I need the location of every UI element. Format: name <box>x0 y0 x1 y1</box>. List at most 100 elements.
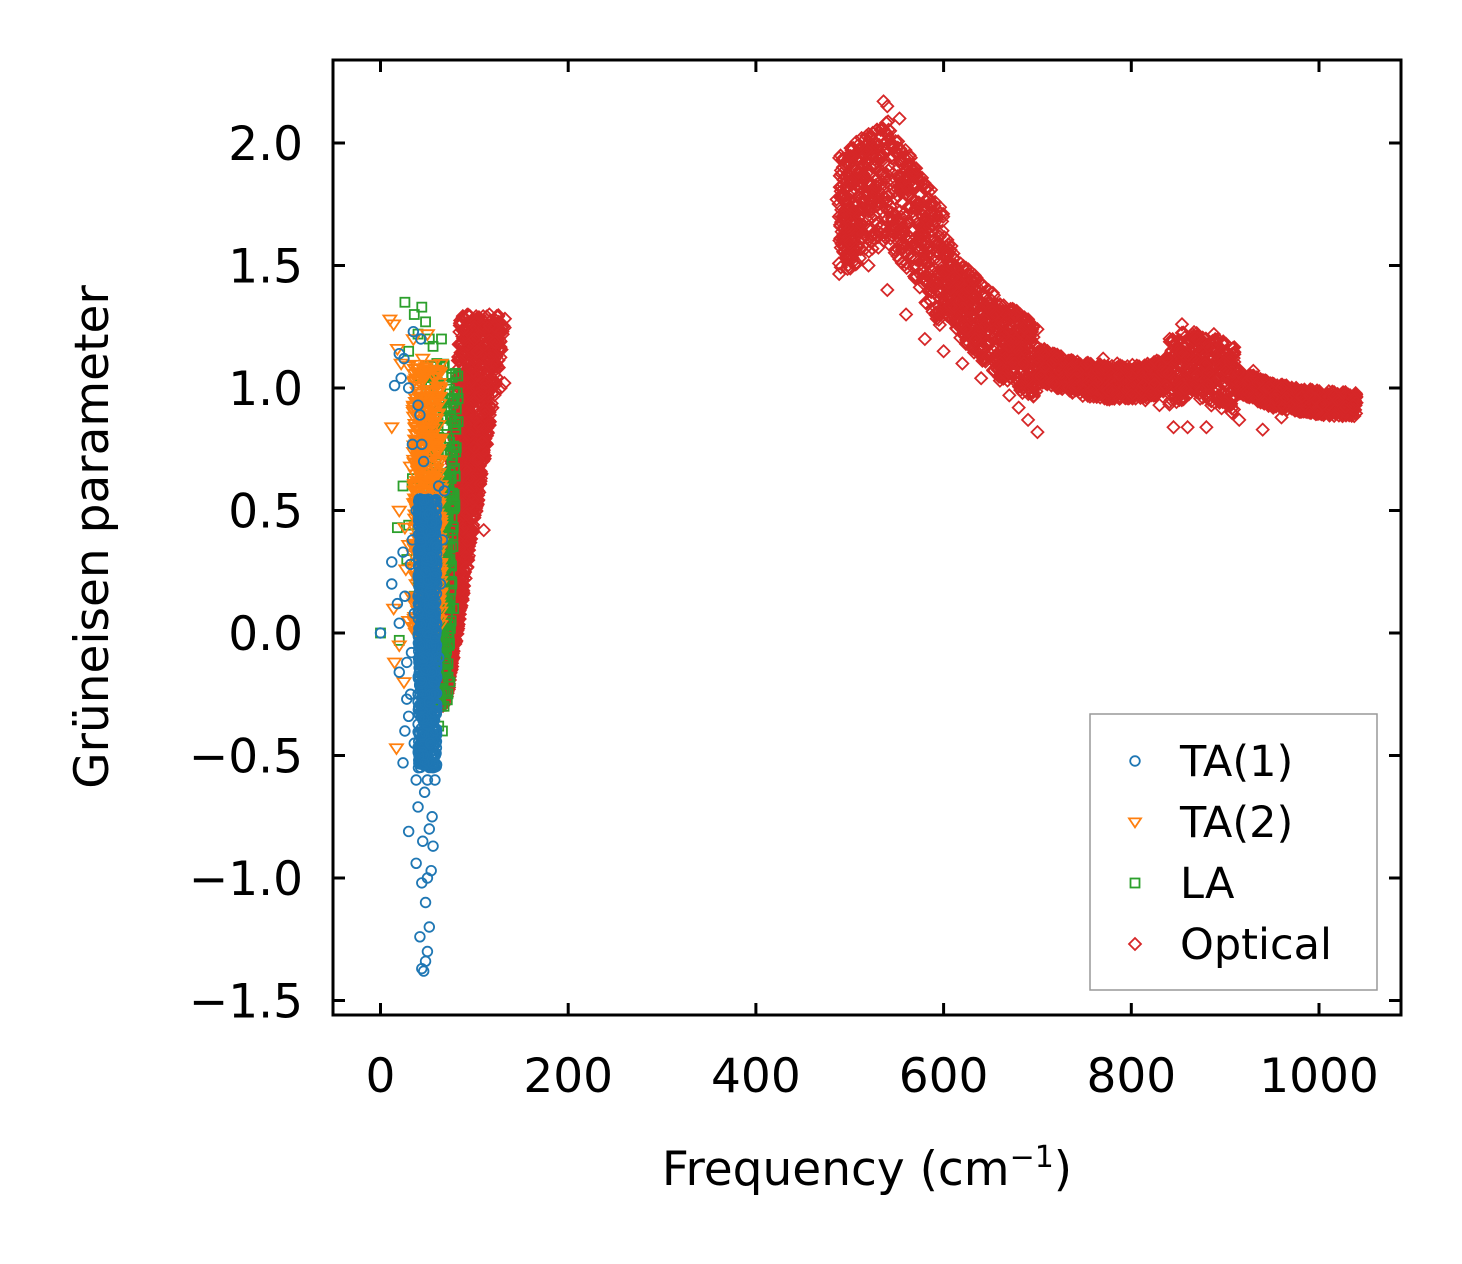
data-point <box>860 230 876 245</box>
data-point <box>465 457 481 473</box>
data-point <box>1267 392 1282 407</box>
data-point <box>861 167 877 182</box>
data-point <box>458 462 473 478</box>
data-point <box>459 550 474 565</box>
data-point <box>884 210 900 226</box>
data-point <box>972 319 987 334</box>
data-point <box>1022 381 1038 396</box>
data-point <box>882 136 898 151</box>
data-point <box>996 327 1011 342</box>
data-point <box>903 249 918 265</box>
data-point <box>1194 344 1210 360</box>
data-point <box>1142 378 1158 393</box>
data-point <box>979 335 994 350</box>
data-point <box>1030 350 1046 365</box>
data-point <box>1257 395 1273 411</box>
data-point <box>463 426 479 442</box>
data-point <box>1005 333 1021 349</box>
data-point <box>1229 374 1244 390</box>
data-point <box>862 130 878 146</box>
data-point <box>1100 383 1116 399</box>
data-point <box>891 159 907 175</box>
data-point <box>958 335 974 351</box>
data-point <box>998 316 1013 331</box>
data-point <box>494 342 509 357</box>
data-point <box>1121 381 1136 397</box>
data-point <box>849 255 865 271</box>
data-point <box>1225 364 1240 380</box>
data-point <box>1051 362 1067 377</box>
data-point <box>1191 331 1207 346</box>
data-point <box>466 440 481 455</box>
data-point <box>968 331 983 347</box>
data-point <box>925 223 941 239</box>
data-point <box>880 114 896 129</box>
data-point <box>914 234 929 250</box>
data-point <box>1276 399 1292 414</box>
data-point <box>465 395 481 411</box>
data-point <box>465 493 480 508</box>
data-point <box>1279 390 1294 406</box>
data-point <box>853 216 868 232</box>
data-point <box>980 296 996 311</box>
data-point <box>940 232 955 248</box>
data-point <box>956 258 971 274</box>
data-point <box>1007 355 1022 371</box>
data-point <box>915 252 930 268</box>
data-point <box>1204 388 1219 403</box>
data-point <box>1016 356 1032 371</box>
data-point <box>1214 400 1229 416</box>
data-point <box>983 335 998 350</box>
data-point <box>456 566 472 582</box>
data-point <box>918 271 934 287</box>
data-point <box>870 138 885 153</box>
data-point <box>1011 379 1027 394</box>
data-point <box>1152 358 1168 373</box>
data-point <box>1189 380 1205 396</box>
data-point <box>906 194 922 209</box>
data-point <box>992 359 1008 375</box>
data-point <box>841 148 856 163</box>
data-point <box>481 351 497 367</box>
data-point <box>890 188 906 204</box>
data-point <box>843 156 859 171</box>
data-point <box>459 525 474 540</box>
data-point <box>959 283 974 298</box>
data-point <box>471 358 487 374</box>
data-point <box>1197 357 1213 372</box>
data-point <box>891 230 906 246</box>
data-point <box>1146 372 1162 387</box>
data-point <box>1107 391 1122 406</box>
data-point <box>455 521 470 537</box>
data-point <box>459 322 475 338</box>
data-point <box>474 374 489 389</box>
data-point <box>1338 399 1353 415</box>
data-point <box>469 494 485 509</box>
data-point <box>926 233 941 249</box>
data-point <box>1136 377 1151 393</box>
data-point <box>1231 365 1246 380</box>
data-point <box>881 163 896 178</box>
data-points <box>374 94 1364 977</box>
data-point <box>875 167 891 182</box>
data-point <box>462 308 478 324</box>
data-point <box>831 266 847 282</box>
data-point <box>897 257 912 273</box>
data-point <box>462 375 478 390</box>
data-point <box>836 172 851 188</box>
data-point <box>847 257 862 272</box>
data-point <box>1162 331 1177 347</box>
data-point <box>894 195 910 210</box>
data-point <box>843 148 858 164</box>
data-point <box>936 263 952 279</box>
data-point <box>867 227 883 242</box>
data-point <box>474 429 490 445</box>
data-point <box>954 287 970 302</box>
data-point <box>456 507 472 523</box>
data-point <box>463 510 478 526</box>
data-point <box>481 318 497 334</box>
data-point <box>455 308 471 324</box>
data-point <box>880 211 896 227</box>
data-point <box>936 245 952 261</box>
data-point <box>1018 349 1033 364</box>
